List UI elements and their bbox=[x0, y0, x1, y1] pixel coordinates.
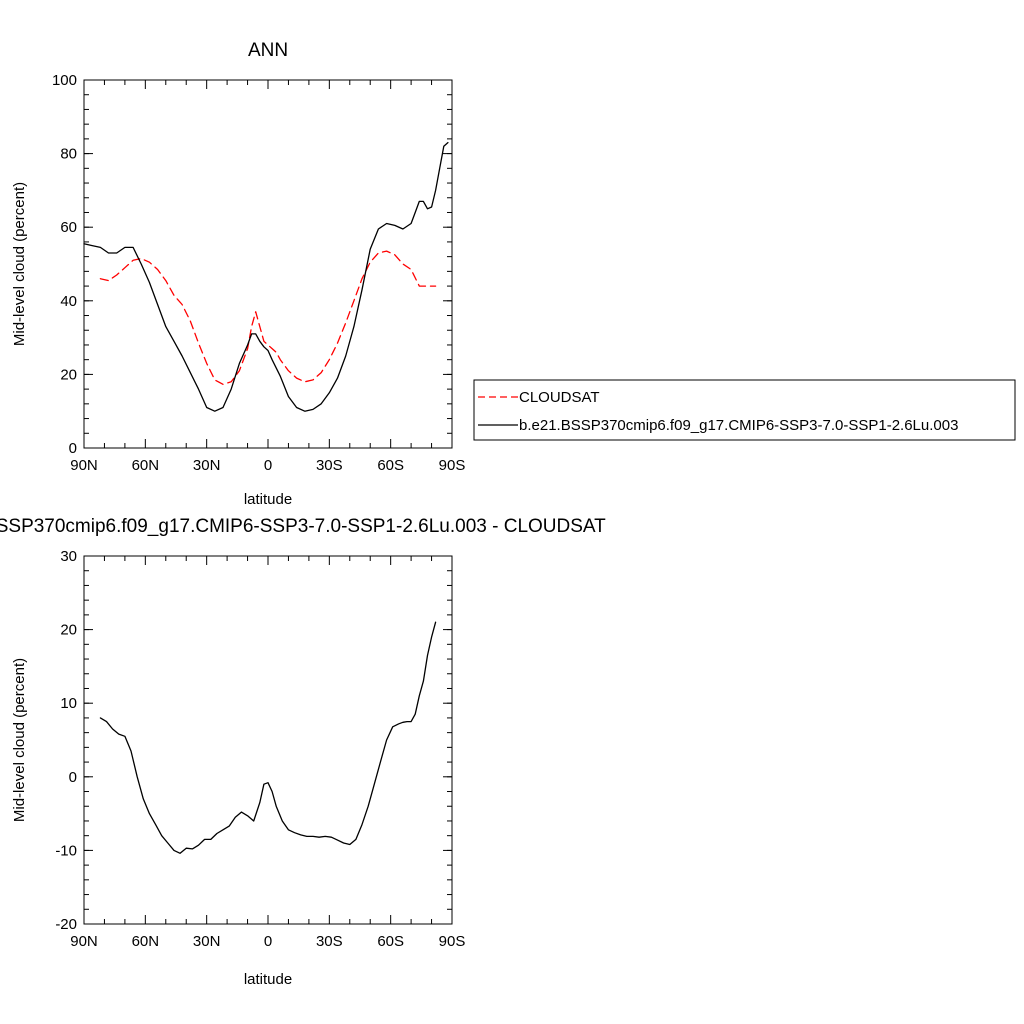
chart-top-ylabel: Mid-level cloud (percent) bbox=[11, 182, 28, 346]
chart-bottom-ytick-label: 20 bbox=[60, 622, 77, 639]
legend-box bbox=[473, 379, 1016, 441]
chart-bottom-frame bbox=[83, 555, 453, 925]
chart-top-ytick-label: 100 bbox=[52, 72, 77, 89]
chart-top-frame bbox=[83, 79, 453, 449]
chart-top-xtick-label: 30N bbox=[193, 457, 221, 474]
chart-bottom-ytick-label: 10 bbox=[60, 695, 77, 712]
chart-bottom-xtick-label: 30N bbox=[193, 933, 221, 950]
chart-top-series-line-1 bbox=[83, 141, 449, 412]
chart-bottom: b.e21.BSSP370cmip6.f09_g17.CMIP6-SSP3-7.… bbox=[0, 516, 606, 988]
chart-bottom-xtick-label: 0 bbox=[264, 933, 272, 950]
chart-top-title: ANN bbox=[248, 40, 288, 61]
chart-top-xlabel: latitude bbox=[244, 491, 292, 508]
legend-label-model: b.e21.BSSP370cmip6.f09_g17.CMIP6-SSP3-7.… bbox=[519, 417, 958, 434]
chart-bottom-ytick-label: 0 bbox=[69, 769, 77, 786]
chart-bottom-xtick-label: 90S bbox=[439, 933, 466, 950]
chart-bottom-xtick-label: 90N bbox=[70, 933, 98, 950]
chart-bottom-ytick-label: 30 bbox=[60, 548, 77, 565]
chart-bottom-xtick-label: 30S bbox=[316, 933, 343, 950]
chart-top-xtick-label: 60S bbox=[377, 457, 404, 474]
chart-bottom-ylabel: Mid-level cloud (percent) bbox=[11, 658, 28, 822]
chart-top-xtick-label: 90S bbox=[439, 457, 466, 474]
chart-top-xtick-label: 0 bbox=[264, 457, 272, 474]
chart-bottom-title: b.e21.BSSP370cmip6.f09_g17.CMIP6-SSP3-7.… bbox=[0, 516, 606, 537]
chart-bottom-xlabel: latitude bbox=[244, 971, 292, 988]
chart-bottom-xtick-label: 60S bbox=[377, 933, 404, 950]
chart-top-xtick-label: 60N bbox=[132, 457, 160, 474]
chart-top-ytick-label: 0 bbox=[69, 440, 77, 457]
chart-bottom-series-line-0 bbox=[99, 621, 437, 854]
chart-bottom-ytick-label: -10 bbox=[55, 842, 77, 859]
chart-top-ytick-label: 80 bbox=[60, 146, 77, 163]
chart-top-series-line-0 bbox=[99, 250, 437, 385]
chart-bottom-xtick-label: 60N bbox=[132, 933, 160, 950]
legend-label-cloudsat: CLOUDSAT bbox=[519, 389, 600, 406]
legend: CLOUDSAT b.e21.BSSP370cmip6.f09_g17.CMIP… bbox=[473, 379, 1016, 441]
chart-bottom-ytick-label: -20 bbox=[55, 916, 77, 933]
chart-top-xtick-label: 30S bbox=[316, 457, 343, 474]
chart-top: ANN Mid-level cloud (percent) latitude 9… bbox=[11, 40, 465, 508]
chart-top-ytick-label: 40 bbox=[60, 293, 77, 310]
chart-top-ytick-label: 60 bbox=[60, 219, 77, 236]
chart-top-ytick-label: 20 bbox=[60, 366, 77, 383]
chart-top-xtick-label: 90N bbox=[70, 457, 98, 474]
